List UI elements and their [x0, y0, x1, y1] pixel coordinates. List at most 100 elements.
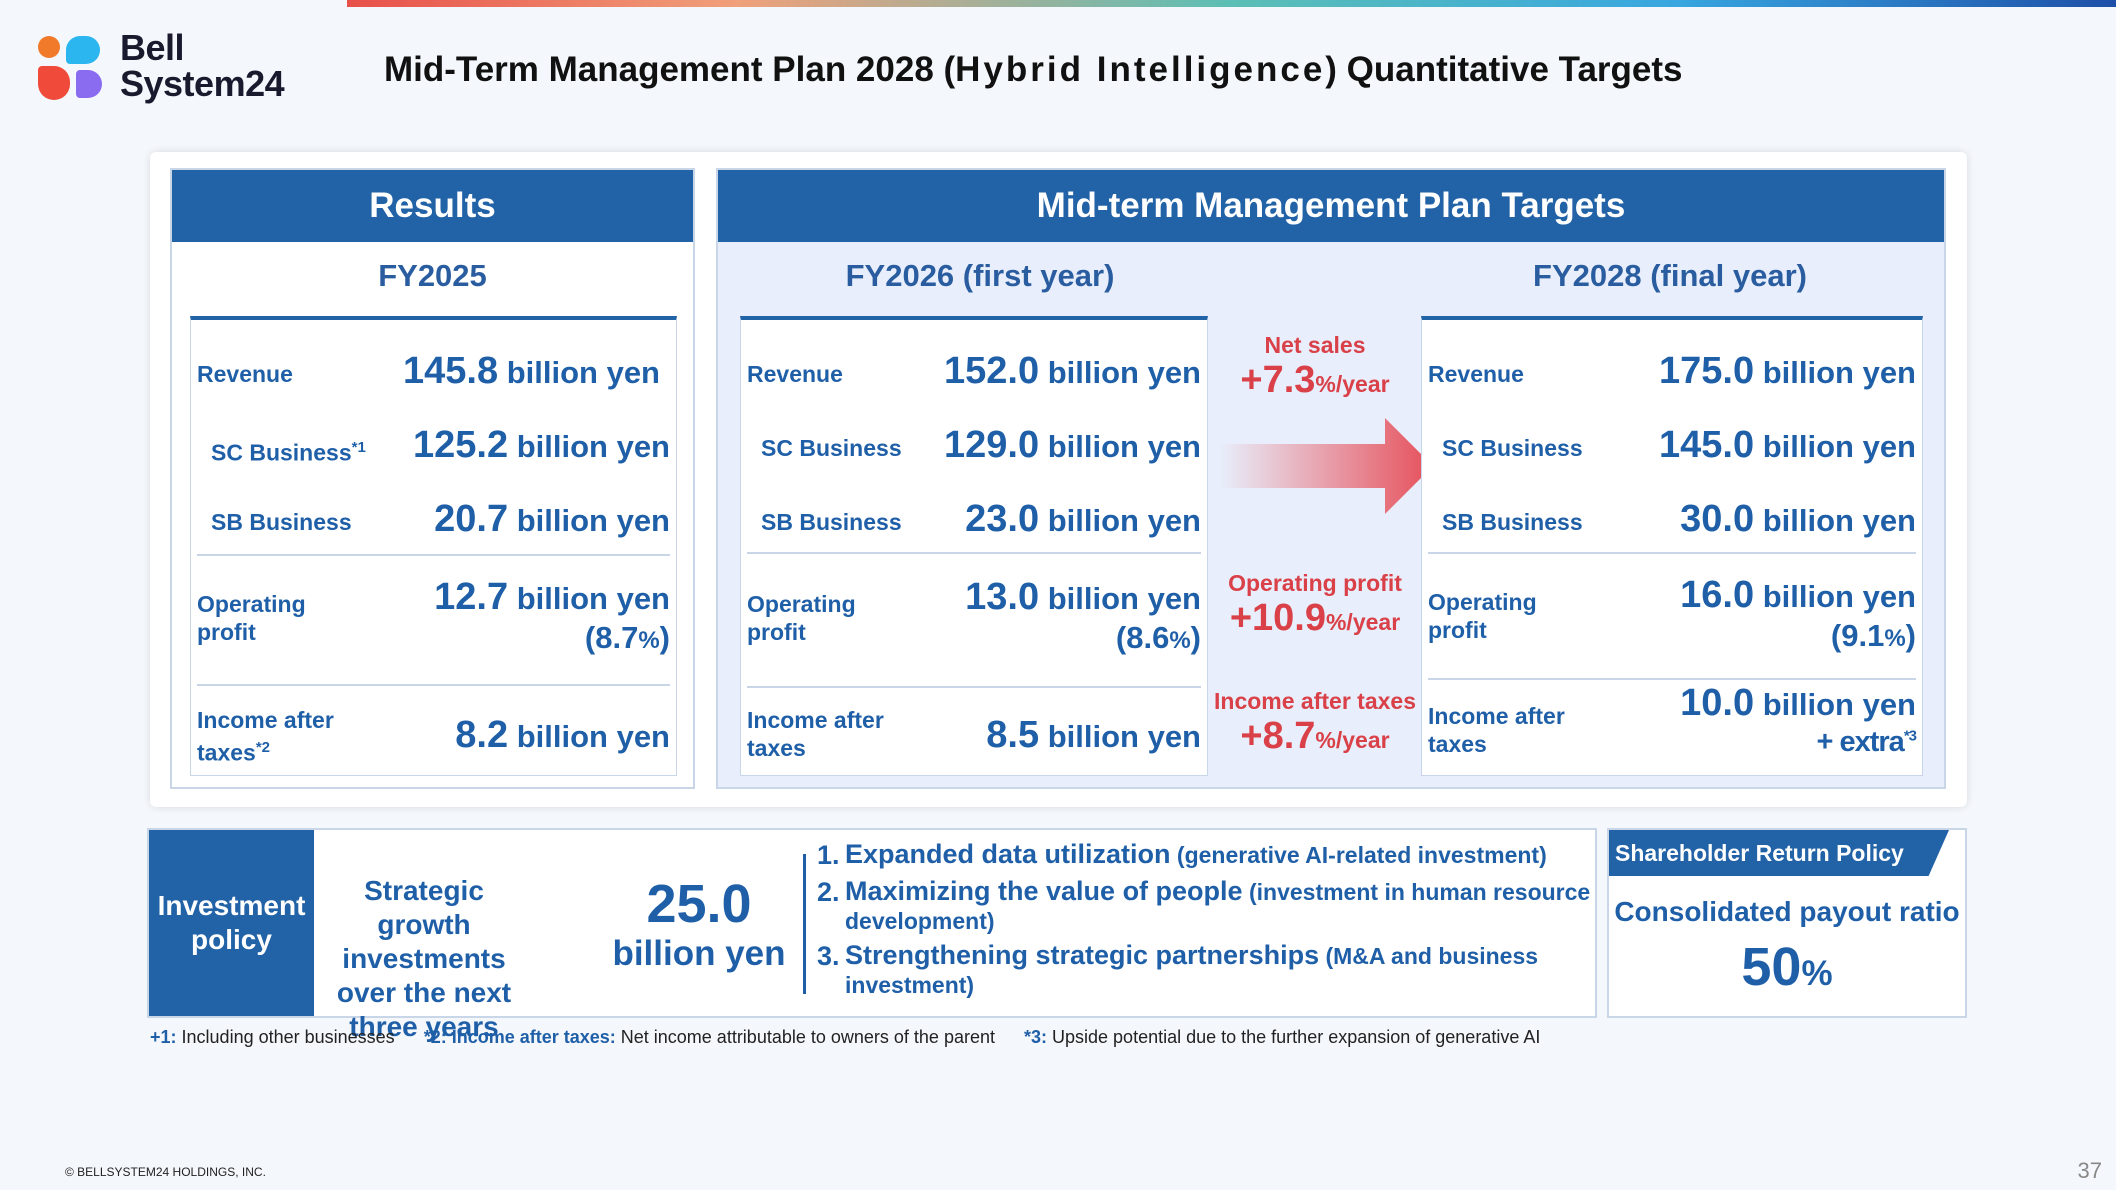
payout-ratio-label: Consolidated payout ratio	[1614, 896, 1960, 927]
separator	[1428, 678, 1916, 680]
logo-orange-dot	[38, 36, 60, 58]
title-post: ) Quantitative Targets	[1325, 50, 1683, 89]
shareholder-return-box: Shareholder Return Policy Consolidated p…	[1607, 828, 1967, 1018]
row-label: Income after taxes	[747, 707, 884, 761]
fy2026-sb-row: SB Business 23.0 billion yen	[747, 498, 1201, 548]
fy2028-revenue-row: Revenue 175.0 billion yen	[1428, 350, 1916, 400]
separator	[747, 686, 1201, 688]
row-value: 10.0 billion yen	[1680, 682, 1916, 724]
row-value: 30.0 billion yen	[1680, 498, 1916, 540]
row-label: Operating profit	[747, 591, 856, 645]
row-label: Revenue	[1428, 361, 1524, 387]
payout-ratio-value: 50%	[1741, 937, 1833, 997]
title-highlight: Hybrid Intelligence	[955, 50, 1326, 89]
fy2026-income-row: Income after taxes 8.5 billion yen	[747, 698, 1201, 768]
row-label: Operating profit	[1428, 589, 1537, 643]
row-margin: (9.1%)	[1830, 618, 1916, 653]
row-value: 145.8 billion yen	[403, 350, 660, 392]
row-value: 175.0 billion yen	[1659, 350, 1916, 392]
page-number: 37	[2077, 1158, 2102, 1183]
growth-label: Operating profit	[1228, 570, 1402, 596]
row-margin: (8.6%)	[1115, 620, 1201, 655]
results-revenue-row: Revenue 145.8 billion yen	[197, 350, 670, 400]
fy2026-op-row: Operating profit 13.0 billion yen (8.6%)	[747, 576, 1201, 666]
row-label: Income after taxes*2	[197, 707, 334, 766]
row-label: Revenue	[197, 361, 293, 387]
row-label: Income after taxes	[1428, 703, 1565, 757]
logo-wordmark: Bell System24	[120, 27, 285, 104]
fy2028-income-row: Income after taxes 10.0 billion yen + ext…	[1428, 682, 1917, 772]
investment-item: 1. Expanded data utilization (generative…	[817, 839, 1547, 870]
results-income-row: Income after taxes*2 8.2 billion yen	[197, 698, 670, 768]
fy2026-revenue-row: Revenue 152.0 billion yen	[747, 350, 1201, 400]
bellsystem24-logo: Bell System24	[36, 30, 316, 110]
fy2026-sc-row: SC Business 129.0 billion yen	[747, 424, 1201, 474]
footnotes: +1: Including other businesses *2: Incom…	[150, 1027, 1541, 1047]
row-value: 13.0 billion yen	[965, 576, 1201, 618]
fy2028-sb-row: SB Business 30.0 billion yen	[1428, 498, 1916, 548]
growth-arrow-icon	[1220, 418, 1433, 514]
separator	[197, 554, 670, 556]
page-title: Mid-Term Management Plan 2028 (Hybrid In…	[384, 50, 1683, 90]
operating-profit-growth: Operating profit +10.9%/year	[1210, 570, 1420, 640]
row-label: SB Business	[761, 509, 902, 535]
growth-value: +7.3%/year	[1240, 359, 1390, 401]
fy2028-table: Revenue 175.0 billion yen SC Business 14…	[1421, 316, 1923, 776]
logo-cyan-shape	[66, 36, 100, 64]
growth-label: Income after taxes	[1214, 688, 1416, 714]
copyright: © BELLSYSTEM24 HOLDINGS, INC.	[65, 1165, 266, 1179]
separator	[1428, 552, 1916, 554]
results-sc-row: SC Business*1 125.2 billion yen	[197, 424, 670, 474]
row-value: 20.7 billion yen	[434, 498, 670, 540]
results-op-row: Operating profit 12.7 billion yen (8.7%)	[197, 576, 670, 666]
fy2026-table: Revenue 152.0 billion yen SC Business 12…	[740, 316, 1208, 776]
income-growth: Income after taxes +8.7%/year	[1205, 688, 1425, 758]
growth-value: +8.7%/year	[1240, 715, 1390, 757]
row-value: 23.0 billion yen	[965, 498, 1201, 540]
row-value: 145.0 billion yen	[1659, 424, 1916, 466]
row-value: 125.2 billion yen	[413, 424, 670, 466]
row-label: SC Business	[1442, 435, 1583, 461]
shareholder-return-tag: Shareholder Return Policy	[1609, 830, 1949, 876]
logo-line2: System24	[120, 63, 285, 104]
fy2028-sc-row: SC Business 145.0 billion yen	[1428, 424, 1916, 474]
net-sales-growth: Net sales +7.3%/year	[1210, 332, 1420, 402]
fy2028-op-row: Operating profit 16.0 billion yen (9.1%)	[1428, 574, 1916, 664]
investment-policy-heading: Investment policy	[149, 830, 314, 1016]
logo-line1: Bell	[120, 27, 185, 68]
investment-items: 1. Expanded data utilization (generative…	[817, 840, 1597, 1005]
investment-item: 3. Strengthening strategic partnerships …	[817, 940, 1539, 998]
logo-purple-shape	[76, 70, 102, 98]
row-label: Revenue	[747, 361, 843, 387]
investment-item: 2. Maximizing the value of people (inves…	[817, 876, 1591, 934]
fy2028-label: FY2028 (final year)	[1533, 258, 1807, 293]
results-sb-row: SB Business 20.7 billion yen	[197, 498, 670, 548]
row-value: 8.5 billion yen	[986, 714, 1201, 756]
investment-description: Strategic growth investments over the ne…	[336, 875, 512, 1042]
logo-red-shape	[38, 66, 70, 100]
title-pre: Mid-Term Management Plan 2028 (	[384, 50, 956, 89]
row-value: 16.0 billion yen	[1680, 574, 1916, 616]
row-value: 152.0 billion yen	[944, 350, 1201, 392]
separator	[747, 552, 1201, 554]
row-label: SC Business	[761, 435, 902, 461]
separator	[197, 684, 670, 686]
growth-label: Net sales	[1264, 332, 1366, 358]
results-table: Revenue 145.8 billion yen SC Business*1 …	[190, 316, 677, 776]
results-heading: Results	[172, 170, 693, 242]
row-value: 8.2 billion yen	[455, 714, 670, 756]
row-label: SB Business	[211, 509, 352, 535]
fy2026-label: FY2026 (first year)	[845, 258, 1115, 293]
divider	[803, 854, 806, 994]
row-label: SC Business*1	[211, 439, 366, 466]
row-value: 12.7 billion yen	[434, 576, 670, 618]
top-gradient-bar	[347, 0, 2116, 7]
targets-heading: Mid-term Management Plan Targets	[718, 170, 1944, 242]
row-value: 129.0 billion yen	[944, 424, 1201, 466]
fy2025-label: FY2025	[378, 258, 487, 293]
investment-amount: 25.0 billion yen	[612, 874, 786, 973]
growth-value: +10.9%/year	[1229, 597, 1401, 639]
row-extra: + extra*3	[1816, 726, 1917, 758]
row-label: Operating profit	[197, 591, 306, 645]
investment-policy-box: Investment policy Strategic growth invest…	[147, 828, 1597, 1042]
